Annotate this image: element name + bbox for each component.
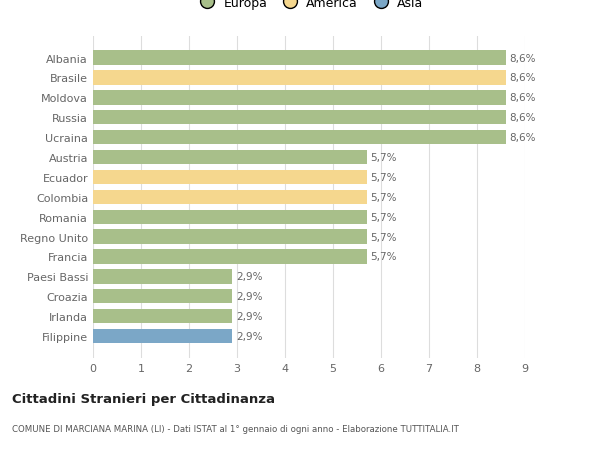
Bar (93, 309, 232, 324)
Bar (93, 170, 367, 185)
Text: 2,9%: 2,9% (236, 291, 263, 302)
Bar (93, 190, 367, 205)
Bar (93, 131, 506, 145)
Text: COMUNE DI MARCIANA MARINA (LI) - Dati ISTAT al 1° gennaio di ogni anno - Elabora: COMUNE DI MARCIANA MARINA (LI) - Dati IS… (12, 425, 459, 434)
Bar (93, 290, 232, 304)
Text: 2,9%: 2,9% (236, 272, 263, 282)
Bar (93, 111, 506, 125)
Text: 5,7%: 5,7% (370, 252, 397, 262)
Bar (93, 329, 232, 343)
Text: Cittadini Stranieri per Cittadinanza: Cittadini Stranieri per Cittadinanza (12, 392, 275, 405)
Text: 8,6%: 8,6% (509, 54, 536, 63)
Text: 5,7%: 5,7% (370, 153, 397, 162)
Bar (93, 91, 506, 105)
Bar (93, 269, 232, 284)
Bar (93, 71, 506, 85)
Text: 5,7%: 5,7% (370, 173, 397, 183)
Bar (93, 230, 367, 244)
Text: 5,7%: 5,7% (370, 192, 397, 202)
Text: 2,9%: 2,9% (236, 312, 263, 321)
Bar (93, 250, 367, 264)
Legend: Europa, America, Asia: Europa, America, Asia (190, 0, 428, 15)
Text: 8,6%: 8,6% (509, 73, 536, 83)
Text: 8,6%: 8,6% (509, 133, 536, 143)
Bar (93, 51, 506, 66)
Text: 8,6%: 8,6% (509, 93, 536, 103)
Bar (93, 210, 367, 224)
Text: 2,9%: 2,9% (236, 331, 263, 341)
Text: 8,6%: 8,6% (509, 113, 536, 123)
Text: 5,7%: 5,7% (370, 212, 397, 222)
Text: 5,7%: 5,7% (370, 232, 397, 242)
Bar (93, 151, 367, 165)
